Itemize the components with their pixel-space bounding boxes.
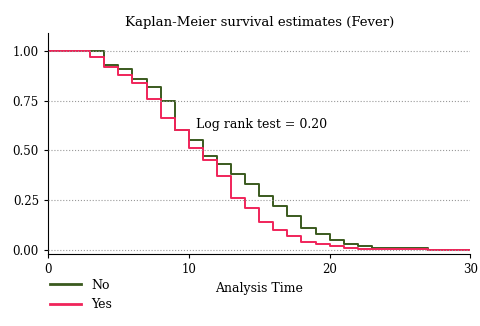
Yes (270, 228, 276, 232)
Yes (116, 73, 121, 77)
Yes (101, 65, 107, 68)
Yes (285, 234, 290, 238)
No (144, 84, 149, 88)
No (299, 226, 304, 230)
Yes (242, 206, 248, 210)
No (228, 172, 234, 176)
Yes (383, 247, 389, 251)
No (468, 248, 473, 252)
Yes (200, 158, 206, 162)
Yes (256, 220, 262, 224)
Yes (425, 248, 431, 252)
Yes (327, 244, 333, 248)
No (256, 194, 262, 198)
No (158, 98, 164, 102)
No (200, 155, 206, 158)
No (425, 248, 431, 252)
No (355, 244, 360, 248)
Yes (45, 49, 51, 52)
Yes (144, 96, 149, 100)
No (45, 49, 51, 52)
Line: No: No (48, 51, 470, 250)
No (369, 246, 375, 250)
No (172, 128, 178, 132)
No (186, 139, 192, 142)
No (285, 215, 290, 218)
No (130, 77, 135, 81)
Yes (186, 146, 192, 150)
Yes (130, 81, 135, 84)
Yes (214, 174, 220, 178)
Yes (158, 116, 164, 120)
Yes (312, 242, 318, 246)
Yes (355, 247, 360, 251)
Text: Log rank test = 0.20: Log rank test = 0.20 (196, 118, 327, 131)
Yes (468, 248, 473, 252)
No (242, 183, 248, 186)
Yes (228, 196, 234, 200)
X-axis label: Analysis Time: Analysis Time (215, 282, 303, 295)
No (101, 63, 107, 67)
No (116, 67, 121, 70)
Legend: No, Yes: No, Yes (45, 274, 117, 317)
No (214, 162, 220, 166)
Title: Kaplan-Meier survival estimates (Fever): Kaplan-Meier survival estimates (Fever) (125, 16, 394, 29)
No (327, 238, 333, 242)
No (312, 232, 318, 236)
No (270, 204, 276, 208)
Yes (87, 55, 93, 59)
Yes (341, 246, 347, 250)
Yes (172, 128, 178, 132)
Line: Yes: Yes (48, 51, 470, 250)
Yes (299, 240, 304, 244)
No (341, 242, 347, 246)
No (397, 246, 403, 250)
